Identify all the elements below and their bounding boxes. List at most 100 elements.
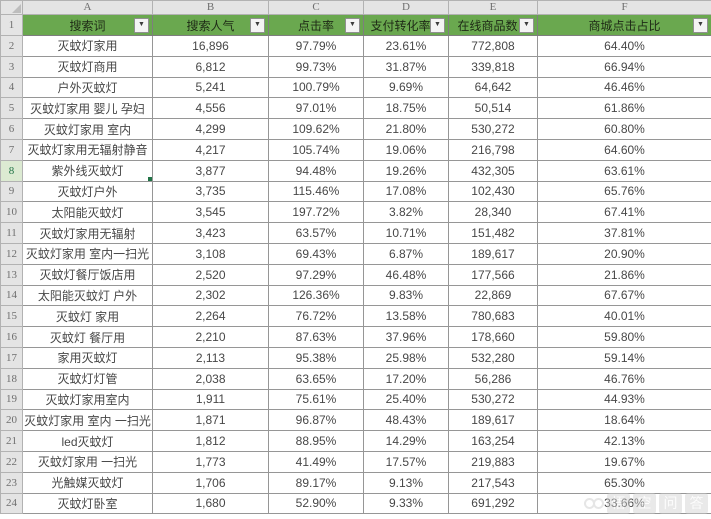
- cell-online-products[interactable]: 219,883: [448, 450, 538, 473]
- row-number[interactable]: 6: [0, 118, 23, 140]
- cell-search-popularity[interactable]: 2,210: [152, 326, 269, 348]
- cell-online-products[interactable]: 691,292: [448, 492, 538, 515]
- cell-search-term[interactable]: 灭蚊灯家用无辐射静音: [22, 138, 153, 161]
- cell-online-products[interactable]: 532,280: [448, 346, 538, 369]
- header-cell-mall-click-share[interactable]: 商城点击占比 ▼: [537, 14, 711, 36]
- cell-mall-click-share[interactable]: 19.67%: [537, 450, 711, 473]
- cell-pay-conversion[interactable]: 9.83%: [363, 284, 449, 307]
- cell-pay-conversion[interactable]: 10.71%: [363, 222, 449, 244]
- cell-click-rate[interactable]: 94.48%: [268, 159, 364, 182]
- cell-search-term[interactable]: 灭蚊灯家用室内: [22, 388, 153, 411]
- cell-mall-click-share[interactable]: 40.01%: [537, 305, 711, 328]
- row-number[interactable]: 17: [0, 346, 23, 369]
- cell-click-rate[interactable]: 97.29%: [268, 263, 364, 286]
- cell-mall-click-share[interactable]: 59.14%: [537, 346, 711, 369]
- cell-pay-conversion[interactable]: 17.57%: [363, 450, 449, 473]
- cell-online-products[interactable]: 163,254: [448, 430, 538, 452]
- cell-mall-click-share[interactable]: 44.93%: [537, 388, 711, 411]
- cell-search-popularity[interactable]: 6,812: [152, 55, 269, 78]
- row-number[interactable]: 8: [0, 159, 23, 182]
- cell-search-term[interactable]: 光触媒灭蚊灯: [22, 471, 153, 494]
- cell-online-products[interactable]: 102,430: [448, 180, 538, 203]
- row-number[interactable]: 3: [0, 55, 23, 78]
- cell-online-products[interactable]: 178,660: [448, 326, 538, 348]
- cell-pay-conversion[interactable]: 25.40%: [363, 388, 449, 411]
- filter-dropdown-icon[interactable]: ▼: [693, 18, 708, 33]
- cell-search-popularity[interactable]: 3,423: [152, 222, 269, 244]
- filter-dropdown-icon[interactable]: ▼: [430, 18, 445, 33]
- cell-mall-click-share[interactable]: 66.94%: [537, 55, 711, 78]
- cell-search-term[interactable]: 紫外线灭蚊灯: [22, 159, 153, 182]
- row-number[interactable]: 22: [0, 450, 23, 473]
- cell-search-popularity[interactable]: 3,735: [152, 180, 269, 203]
- cell-search-popularity[interactable]: 1,911: [152, 388, 269, 411]
- cell-click-rate[interactable]: 115.46%: [268, 180, 364, 203]
- cell-click-rate[interactable]: 63.65%: [268, 367, 364, 390]
- cell-mall-click-share[interactable]: 67.41%: [537, 201, 711, 224]
- header-cell-online-products[interactable]: 在线商品数 ▼: [448, 14, 538, 36]
- column-letter-b[interactable]: B: [152, 0, 269, 15]
- cell-online-products[interactable]: 22,869: [448, 284, 538, 307]
- cell-search-term[interactable]: 家用灭蚊灯: [22, 346, 153, 369]
- filter-dropdown-icon[interactable]: ▼: [519, 18, 534, 33]
- row-number[interactable]: 7: [0, 138, 23, 161]
- cell-pay-conversion[interactable]: 17.08%: [363, 180, 449, 203]
- cell-click-rate[interactable]: 105.74%: [268, 138, 364, 161]
- cell-online-products[interactable]: 50,514: [448, 97, 538, 120]
- cell-search-popularity[interactable]: 4,556: [152, 97, 269, 120]
- cell-pay-conversion[interactable]: 23.61%: [363, 35, 449, 57]
- row-number[interactable]: 12: [0, 242, 23, 265]
- row-number[interactable]: 5: [0, 97, 23, 120]
- cell-pay-conversion[interactable]: 48.43%: [363, 409, 449, 432]
- cell-mall-click-share[interactable]: 59.80%: [537, 326, 711, 348]
- cell-search-popularity[interactable]: 16,896: [152, 35, 269, 57]
- cell-click-rate[interactable]: 89.17%: [268, 471, 364, 494]
- cell-search-popularity[interactable]: 2,038: [152, 367, 269, 390]
- row-number[interactable]: 19: [0, 388, 23, 411]
- cell-pay-conversion[interactable]: 9.69%: [363, 76, 449, 99]
- cell-search-term[interactable]: 灭蚊灯灯管: [22, 367, 153, 390]
- cell-search-term[interactable]: 灭蚊灯家用 婴儿 孕妇: [22, 97, 153, 120]
- cell-click-rate[interactable]: 97.79%: [268, 35, 364, 57]
- cell-search-popularity[interactable]: 2,302: [152, 284, 269, 307]
- cell-mall-click-share[interactable]: 46.76%: [537, 367, 711, 390]
- row-number[interactable]: 9: [0, 180, 23, 203]
- cell-click-rate[interactable]: 41.49%: [268, 450, 364, 473]
- cell-pay-conversion[interactable]: 31.87%: [363, 55, 449, 78]
- row-number[interactable]: 20: [0, 409, 23, 432]
- cell-mall-click-share[interactable]: 18.64%: [537, 409, 711, 432]
- cell-search-term[interactable]: 灭蚊灯家用 一扫光: [22, 450, 153, 473]
- column-letter-d[interactable]: D: [363, 0, 449, 15]
- cell-search-term[interactable]: 灭蚊灯 家用: [22, 305, 153, 328]
- cell-search-popularity[interactable]: 5,241: [152, 76, 269, 99]
- filter-dropdown-icon[interactable]: ▼: [134, 18, 149, 33]
- cell-online-products[interactable]: 217,543: [448, 471, 538, 494]
- cell-online-products[interactable]: 530,272: [448, 388, 538, 411]
- cell-search-term[interactable]: 太阳能灭蚊灯: [22, 201, 153, 224]
- cell-mall-click-share[interactable]: 65.30%: [537, 471, 711, 494]
- cell-mall-click-share[interactable]: 67.67%: [537, 284, 711, 307]
- cell-search-term[interactable]: 灭蚊灯家用无辐射: [22, 222, 153, 244]
- column-letter-a[interactable]: A: [22, 0, 153, 15]
- cell-pay-conversion[interactable]: 13.58%: [363, 305, 449, 328]
- cell-search-popularity[interactable]: 2,264: [152, 305, 269, 328]
- cell-search-term[interactable]: 灭蚊灯商用: [22, 55, 153, 78]
- cell-pay-conversion[interactable]: 3.82%: [363, 201, 449, 224]
- cell-search-popularity[interactable]: 3,877: [152, 159, 269, 182]
- cell-click-rate[interactable]: 76.72%: [268, 305, 364, 328]
- cell-search-term[interactable]: 太阳能灭蚊灯 户外: [22, 284, 153, 307]
- cell-search-term[interactable]: 灭蚊灯家用 室内一扫光: [22, 242, 153, 265]
- cell-click-rate[interactable]: 96.87%: [268, 409, 364, 432]
- cell-online-products[interactable]: 56,286: [448, 367, 538, 390]
- cell-search-term[interactable]: 灭蚊灯 餐厅用: [22, 326, 153, 348]
- cell-mall-click-share[interactable]: 37.81%: [537, 222, 711, 244]
- cell-search-term[interactable]: 灭蚊灯家用 室内 一扫光: [22, 409, 153, 432]
- row-number[interactable]: 14: [0, 284, 23, 307]
- cell-pay-conversion[interactable]: 19.06%: [363, 138, 449, 161]
- cell-click-rate[interactable]: 88.95%: [268, 430, 364, 452]
- row-number[interactable]: 24: [0, 492, 23, 515]
- cell-search-popularity[interactable]: 1,706: [152, 471, 269, 494]
- cell-online-products[interactable]: 64,642: [448, 76, 538, 99]
- cell-pay-conversion[interactable]: 19.26%: [363, 159, 449, 182]
- row-number[interactable]: 15: [0, 305, 23, 328]
